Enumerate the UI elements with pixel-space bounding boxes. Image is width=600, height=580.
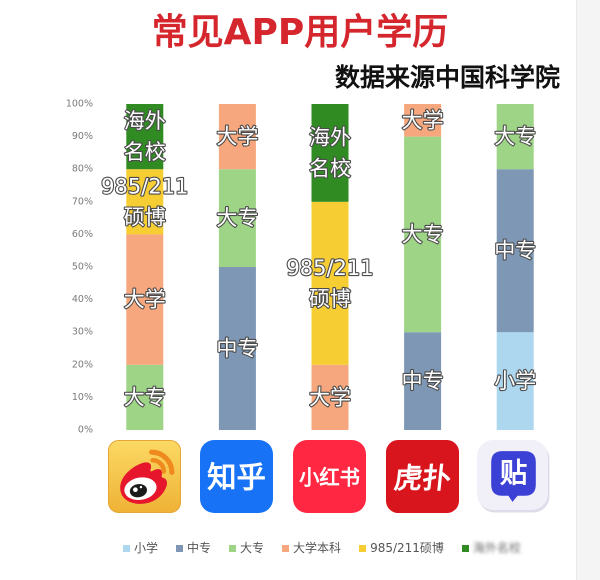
bar-segment: [311, 104, 349, 202]
legend-swatch: [282, 544, 290, 552]
data-label: 名校: [309, 156, 351, 180]
weibo-logo-graphic: [108, 440, 181, 513]
chart-title: 常见APP用户学历: [151, 12, 449, 53]
data-label: 中专: [494, 239, 536, 263]
legend-item: 小学: [123, 540, 158, 556]
data-label: 中专: [402, 369, 444, 393]
bar-stacks: [126, 104, 534, 430]
legend-swatch: [229, 544, 237, 552]
bar-segment: [496, 332, 534, 430]
tieba-logo-text: 贴: [500, 458, 527, 489]
data-label: 小学: [494, 369, 536, 393]
bar-segment: [404, 136, 442, 333]
bar-segment: [311, 364, 349, 430]
y-tick-label: 40%: [72, 294, 93, 305]
xiaohongshu-logo-text: 小红书: [299, 466, 360, 490]
bar-segment: [126, 169, 164, 235]
y-tick-label: 90%: [72, 131, 93, 142]
y-tick-label: 50%: [72, 262, 93, 273]
legend-item: 大学本科: [282, 540, 341, 556]
y-tick-label: 100%: [66, 99, 93, 110]
legend-swatch: [176, 544, 184, 552]
hupu-logo-text: 虎扑: [392, 462, 453, 495]
y-tick-label: 10%: [72, 392, 93, 403]
hupu-logo-graphic: 虎扑: [386, 440, 459, 513]
data-label: 大专: [402, 222, 444, 246]
y-tick-label: 0%: [78, 425, 93, 436]
bar-segment: [404, 332, 442, 430]
legend-label: 大专: [240, 541, 265, 555]
legend-item: 985/211硕博: [359, 540, 444, 556]
tieba-logo-icon: 贴: [477, 440, 550, 513]
bar-segment: [126, 234, 164, 365]
chart-subtitle: 数据来源中国科学院: [334, 63, 560, 92]
xiaohongshu-logo-icon: 小红书: [293, 440, 366, 513]
data-label: 名校: [124, 140, 166, 164]
zhihu-logo-text: 知乎: [207, 461, 266, 495]
legend-swatch: [123, 544, 130, 552]
data-label: 大专: [494, 125, 536, 149]
bar-segment: [496, 104, 534, 170]
y-tick-label: 20%: [72, 359, 93, 370]
data-labels: 大专大学985/211硕博海外名校中专大专大学大学985/211硕博海外名校中专…: [100, 107, 537, 410]
y-tick-label: 80%: [72, 164, 93, 175]
data-label: 985/211: [101, 174, 188, 198]
zhihu-logo-icon: 知乎: [200, 440, 273, 513]
legend-label: 中专: [187, 541, 212, 555]
bar-stack: [404, 104, 442, 430]
legend-label: 大学本科: [293, 541, 342, 555]
legend-item: 海外名校: [461, 540, 521, 556]
tieba-logo-graphic: 贴: [477, 440, 550, 513]
legend-label: 海外名校: [472, 541, 521, 555]
bar-segment: [126, 364, 164, 430]
bar-segment: [311, 201, 349, 365]
bar-stack: [311, 104, 349, 430]
bar-segment: [218, 169, 256, 267]
weibo-logo-icon: [108, 440, 181, 513]
bar-segment: [404, 104, 442, 137]
data-label: 中专: [216, 337, 258, 361]
bar-stack: [126, 104, 164, 430]
data-label: 大学: [402, 108, 444, 132]
legend: 小学 中专 大专 大学本科 985/211硕博 海外名校: [123, 540, 521, 556]
y-axis: 0% 10% 20% 30% 40% 50% 60% 70% 80% 90% 100%: [66, 99, 93, 436]
data-label: 海外: [309, 125, 351, 149]
data-label: 大学: [309, 385, 351, 409]
bar-segment: [126, 104, 164, 170]
bar-segment: [496, 169, 534, 333]
hupu-logo-icon: 虎扑: [386, 440, 459, 513]
legend-item: 中专: [176, 540, 211, 556]
bar-stack: [496, 104, 534, 430]
y-tick-label: 70%: [72, 196, 93, 207]
data-label: 海外: [124, 109, 166, 133]
data-label: 大学: [216, 125, 258, 149]
y-tick-label: 30%: [72, 327, 93, 338]
bar-segment: [218, 104, 256, 170]
data-label: 硕博: [309, 287, 351, 311]
data-label: 大专: [216, 206, 258, 230]
stacked-bar-chart: 0%10%20%30%40%50%60%70%80%90%100% 大专大学98…: [66, 99, 537, 436]
legend-item: 大专: [229, 540, 264, 556]
data-label: 硕博: [124, 205, 166, 229]
y-tick-label: 60%: [72, 229, 93, 240]
xiaohongshu-logo-graphic: 小红书: [293, 440, 366, 513]
page-edge: [576, 0, 600, 580]
data-label: 大专: [124, 385, 166, 409]
legend-swatch: [359, 544, 367, 552]
legend-label: 小学: [134, 541, 159, 555]
bar-stack: [218, 104, 256, 430]
data-label: 985/211: [286, 256, 373, 280]
legend-label: 985/211硕博: [370, 541, 444, 555]
legend-swatch: [461, 544, 469, 552]
zhihu-logo-graphic: 知乎: [200, 440, 273, 513]
data-label: 大学: [124, 288, 166, 312]
bar-segment: [218, 267, 256, 430]
